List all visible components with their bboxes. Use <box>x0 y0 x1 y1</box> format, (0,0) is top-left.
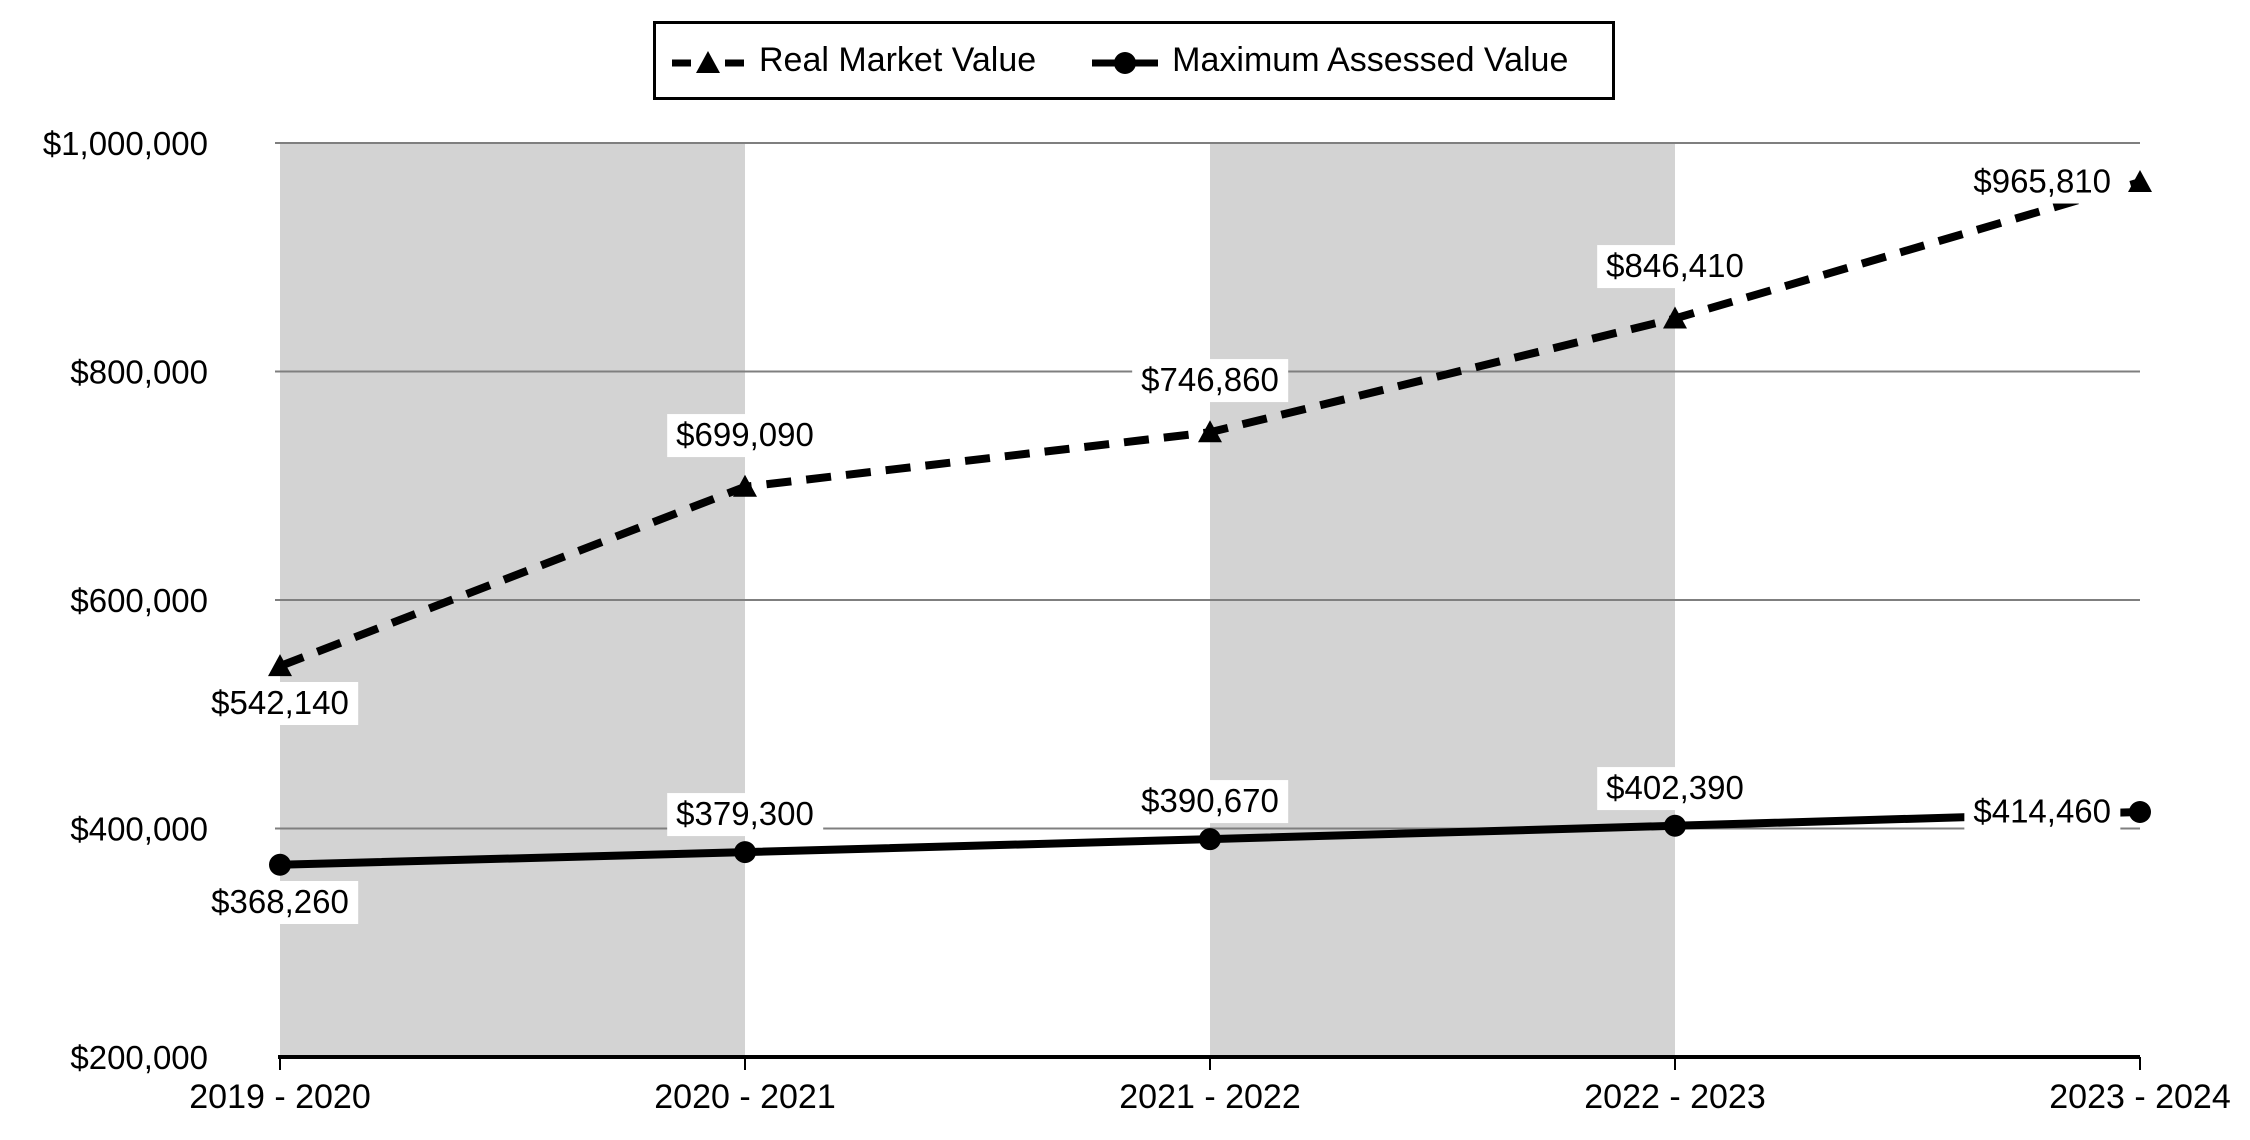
data-label: $542,140 <box>202 682 358 726</box>
data-label: $846,410 <box>1597 245 1753 289</box>
y-tick-label: $200,000 <box>70 1039 208 1076</box>
solid-line-circle-marker-icon <box>1092 51 1159 74</box>
legend: Real Market Value Maximum Assessed Value <box>653 21 1616 100</box>
legend-item-maximum-assessed-value: Maximum Assessed Value <box>1092 41 1568 80</box>
data-label: $746,860 <box>1132 359 1288 403</box>
y-tick-label: $400,000 <box>70 811 208 848</box>
legend-label-real-market-value: Real Market Value <box>759 41 1037 79</box>
x-tick-label: 2020 - 2021 <box>654 1078 836 1116</box>
data-label: $379,300 <box>667 793 823 837</box>
triangle-marker-icon <box>268 654 292 677</box>
legend-item-real-market-value: Real Market Value <box>671 41 1036 80</box>
circle-marker-icon <box>269 853 291 876</box>
triangle-marker-icon <box>733 474 757 497</box>
y-tick-label: $1,000,000 <box>43 125 208 162</box>
data-label: $699,090 <box>667 413 823 457</box>
data-label: $414,460 <box>1964 790 2120 834</box>
data-label: $402,390 <box>1597 766 1753 810</box>
data-label: $965,810 <box>1964 160 2120 204</box>
data-label: $390,670 <box>1132 780 1288 824</box>
dashed-line-triangle-marker-icon <box>672 50 744 73</box>
circle-marker-icon <box>1199 828 1221 851</box>
x-tick-label: 2023 - 2024 <box>2049 1078 2231 1116</box>
x-tick-label: 2019 - 2020 <box>189 1078 371 1116</box>
circle-marker-icon <box>1664 814 1686 837</box>
y-tick-label: $800,000 <box>70 354 208 391</box>
triangle-marker-icon <box>1663 306 1687 329</box>
triangle-marker-icon <box>1198 420 1222 443</box>
y-tick-label: $600,000 <box>70 582 208 619</box>
x-tick-label: 2022 - 2023 <box>1584 1078 1766 1116</box>
legend-label-maximum-assessed-value: Maximum Assessed Value <box>1172 41 1569 79</box>
circle-marker-icon <box>2129 800 2151 823</box>
triangle-marker-icon <box>2128 170 2152 193</box>
circle-marker-icon <box>734 841 756 864</box>
x-tick-label: 2021 - 2022 <box>1119 1078 1301 1116</box>
data-label: $368,260 <box>202 880 358 924</box>
